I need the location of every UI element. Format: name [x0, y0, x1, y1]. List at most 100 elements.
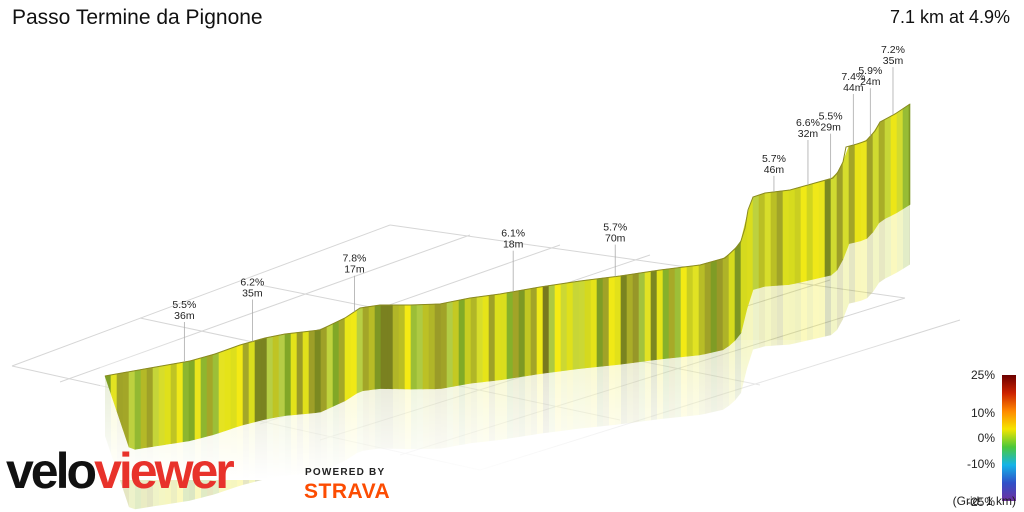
profile-slice-49 [398, 304, 406, 390]
annotation-gain-8: 44m [843, 82, 864, 94]
profile-slice-55 [434, 303, 442, 390]
profile-slice-83 [602, 277, 610, 367]
reflection-slice-116 [801, 280, 807, 342]
profile-slice-115 [794, 186, 802, 284]
profile-slice-68 [512, 290, 520, 379]
profile-slice-16 [200, 355, 208, 439]
profile-slice-35 [314, 329, 322, 414]
profile-slice-110 [764, 191, 772, 287]
profile-slice-123 [842, 146, 850, 260]
annotation-grade-6: 6.6% [796, 117, 820, 129]
profile-slice-67 [506, 291, 514, 380]
profile-slice-130 [884, 115, 892, 220]
profile-slice-80 [584, 279, 592, 369]
profile-slice-43 [362, 306, 370, 392]
reflection-slice-111 [771, 285, 777, 346]
annotation-grade-3: 6.1% [501, 228, 525, 240]
profile-slice-48 [392, 304, 400, 390]
profile-slice-42 [356, 307, 364, 394]
profile-slice-11 [170, 362, 178, 444]
annotation-grade-10: 7.2% [881, 44, 905, 56]
profile-slice-104 [728, 247, 736, 347]
profile-slice-116 [800, 184, 808, 283]
scale-label-1: 10% [971, 406, 995, 420]
profile-slice-87 [626, 273, 634, 364]
profile-slice-132 [896, 108, 904, 214]
annotation-gain-1: 35m [242, 288, 263, 300]
profile-slice-53 [422, 304, 430, 390]
annotation-grade-8: 7.4% [841, 71, 865, 83]
reflection-slice-110 [765, 285, 771, 347]
profile-slice-39 [338, 317, 346, 405]
scale-label-2: 0% [978, 431, 996, 445]
profile-slice-4 [128, 370, 136, 450]
profile-slice-23 [242, 342, 250, 426]
profile-slice-112 [776, 190, 784, 286]
profile-slice-62 [476, 295, 484, 383]
profile-slice-131 [890, 112, 898, 217]
reflection-slice-131 [891, 212, 897, 276]
profile-slice-89 [638, 271, 646, 363]
reflection-slice-112 [777, 284, 783, 346]
profile-slice-129 [878, 118, 886, 224]
profile-slice-40 [344, 313, 352, 402]
annotation-grade-4: 5.7% [603, 222, 627, 234]
profile-slice-127 [866, 132, 874, 239]
reflection-slice-119 [819, 276, 825, 338]
annotation-gain-0: 36m [174, 310, 195, 322]
profile-slice-99 [698, 263, 706, 356]
profile-slice-52 [416, 304, 424, 390]
profile-slice-73 [542, 285, 550, 374]
profile-slice-120 [824, 178, 832, 277]
profile-slice-29 [278, 333, 286, 418]
profile-slice-15 [194, 357, 202, 440]
profile-slice-97 [686, 265, 694, 357]
profile-slice-111 [770, 191, 778, 287]
scale-label-4: -25% [967, 495, 995, 509]
profile-slice-118 [812, 181, 820, 280]
profile-slice-19 [218, 349, 226, 434]
profile-slice-21 [230, 345, 238, 430]
scale-label-3: -10% [967, 457, 995, 471]
grid-line-11 [389, 224, 906, 299]
profile-slice-86 [620, 274, 628, 365]
profile-slice-50 [404, 304, 412, 390]
profile-slice-94 [668, 267, 676, 359]
annotation-gain-9: 24m [860, 76, 881, 88]
reflection-slice-125 [855, 240, 861, 303]
reflection-slice-120 [825, 275, 831, 337]
veloviewer-logo-part1: velo [6, 443, 97, 499]
profile-slice-114 [788, 188, 796, 285]
annotation-grade-0: 5.5% [172, 299, 196, 311]
veloviewer-logo-part2: viewer [94, 443, 235, 499]
annotation-gain-7: 29m [820, 122, 841, 134]
profile-slice-47 [386, 304, 394, 390]
profile-slice-64 [488, 294, 496, 382]
reflection-slice-129 [879, 218, 885, 283]
profile-slice-30 [284, 332, 292, 416]
profile-slice-134 [908, 103, 911, 206]
reflection-slice-113 [783, 284, 789, 345]
strava-logo: STRAVA [304, 480, 391, 503]
profile-slice-32 [296, 331, 304, 415]
profile-slice-25 [254, 338, 262, 423]
profile-slice-91 [650, 270, 658, 361]
annotation-gain-3: 18m [503, 239, 524, 251]
annotation-grade-1: 6.2% [240, 277, 264, 289]
grid-note: (Grid: 1 km) [952, 494, 1016, 508]
veloviewer-logo: veloviewer [6, 443, 235, 499]
profile-slice-84 [608, 276, 616, 366]
profile-slice-5 [134, 369, 142, 450]
profile-slice-60 [464, 297, 472, 385]
profile-slice-126 [860, 139, 868, 242]
grid-line-0 [11, 224, 391, 367]
profile-slice-92 [656, 269, 664, 360]
annotation-grade-7: 5.5% [819, 111, 843, 123]
annotation-grade-5: 5.7% [762, 153, 786, 165]
profile-slice-105 [734, 239, 742, 342]
reflection-slice-118 [813, 277, 819, 340]
annotation-gain-4: 70m [605, 233, 626, 245]
reflection-slice-126 [861, 238, 867, 301]
profile-slice-41 [350, 309, 358, 398]
